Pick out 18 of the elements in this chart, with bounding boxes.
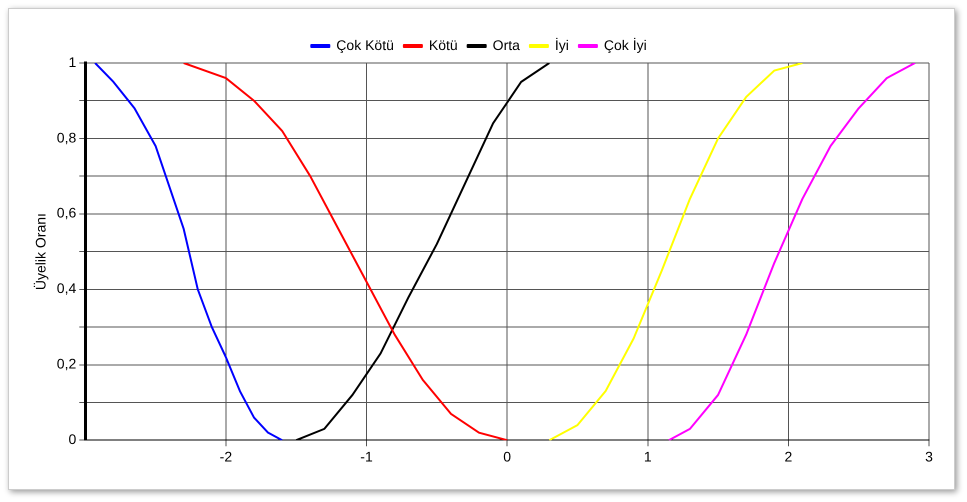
x-tick-label: 2 (784, 448, 792, 464)
x-tick-label: 0 (503, 448, 512, 464)
x-tick-label: 1 (644, 448, 652, 464)
x-tick-label: -1 (360, 448, 373, 464)
y-tick-label: 0,8 (56, 129, 76, 146)
legend-label: İyi (554, 36, 569, 53)
y-tick-label: 1 (68, 54, 76, 70)
y-tick-label: 0 (68, 431, 76, 448)
legend-label: Çok Kötü (336, 36, 394, 53)
y-tick-label: 0,6 (56, 204, 76, 221)
x-tick-label: 3 (925, 448, 934, 464)
x-tick-label: -2 (220, 448, 232, 464)
y-tick-label: 0,4 (56, 280, 76, 296)
y-axis-title: Üyelik Oranı (32, 213, 48, 290)
legend-label: Orta (492, 36, 520, 53)
legend-label: Kötü (428, 36, 458, 53)
y-tick-label: 0,2 (56, 356, 76, 372)
legend-label: Çok İyi (604, 36, 647, 53)
